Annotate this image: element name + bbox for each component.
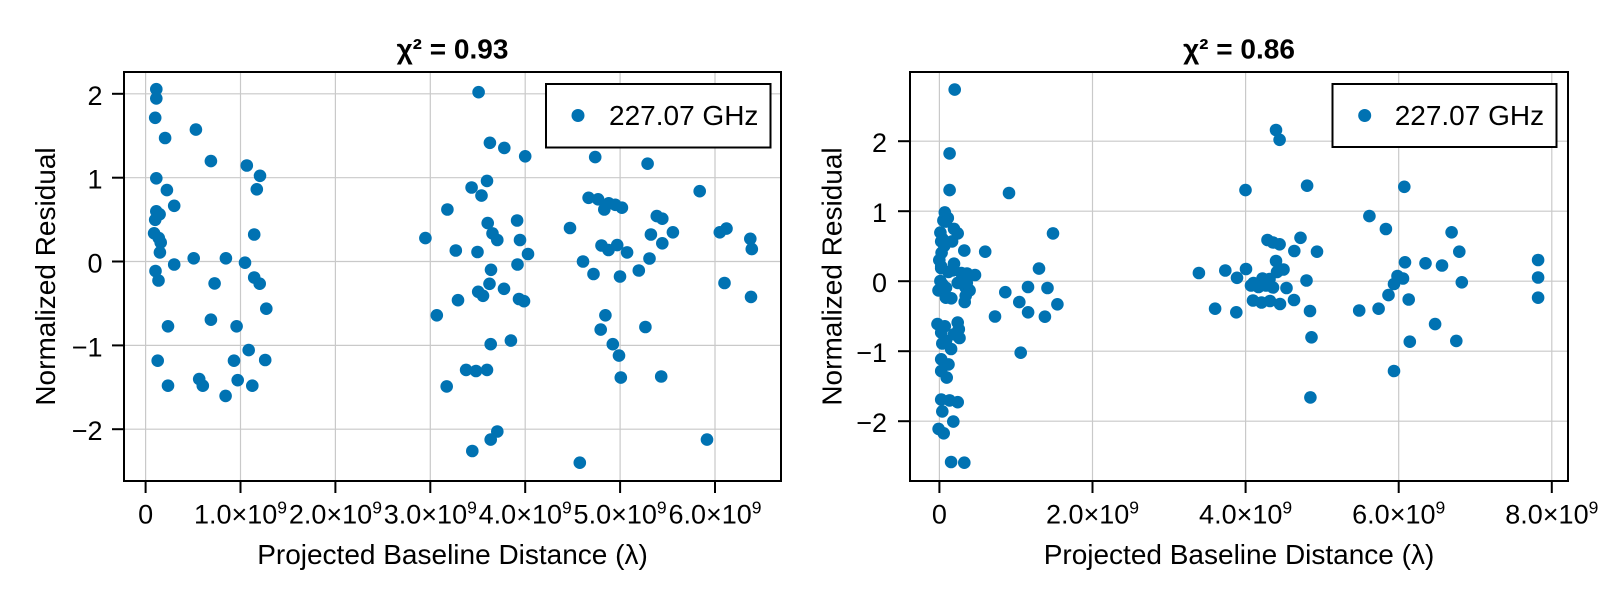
svg-text:0: 0 <box>932 500 947 530</box>
svg-text:Projected Baseline Distance (λ: Projected Baseline Distance (λ) <box>1044 539 1435 570</box>
svg-text:Normalized Residual: Normalized Residual <box>817 147 848 405</box>
svg-text:−1: −1 <box>72 332 103 362</box>
svg-text:3.0×109: 3.0×109 <box>384 498 477 530</box>
svg-text:Normalized Residual: Normalized Residual <box>30 147 61 405</box>
svg-text:6.0×109: 6.0×109 <box>668 498 761 530</box>
svg-text:1: 1 <box>872 198 887 228</box>
svg-text:Projected Baseline Distance (λ: Projected Baseline Distance (λ) <box>257 539 648 570</box>
svg-text:χ² = 0.86: χ² = 0.86 <box>1183 34 1295 65</box>
svg-text:0: 0 <box>872 268 887 298</box>
svg-text:227.07 GHz: 227.07 GHz <box>1395 100 1544 131</box>
svg-text:8.0×109: 8.0×109 <box>1505 498 1598 530</box>
svg-text:2: 2 <box>87 81 102 111</box>
svg-text:5.0×109: 5.0×109 <box>574 498 667 530</box>
svg-text:χ² = 0.93: χ² = 0.93 <box>397 34 509 65</box>
svg-text:4.0×109: 4.0×109 <box>479 498 572 530</box>
svg-text:227.07 GHz: 227.07 GHz <box>609 100 758 131</box>
svg-text:2: 2 <box>872 128 887 158</box>
svg-text:1.0×109: 1.0×109 <box>194 498 287 530</box>
svg-text:4.0×109: 4.0×109 <box>1199 498 1292 530</box>
svg-text:6.0×109: 6.0×109 <box>1352 498 1445 530</box>
svg-text:2.0×109: 2.0×109 <box>1046 498 1139 530</box>
svg-text:2.0×109: 2.0×109 <box>289 498 382 530</box>
svg-text:1: 1 <box>87 165 102 195</box>
svg-text:0: 0 <box>138 500 153 530</box>
svg-text:−1: −1 <box>856 338 887 368</box>
svg-text:−2: −2 <box>72 416 103 446</box>
svg-text:−2: −2 <box>856 408 887 438</box>
svg-text:0: 0 <box>87 249 102 279</box>
